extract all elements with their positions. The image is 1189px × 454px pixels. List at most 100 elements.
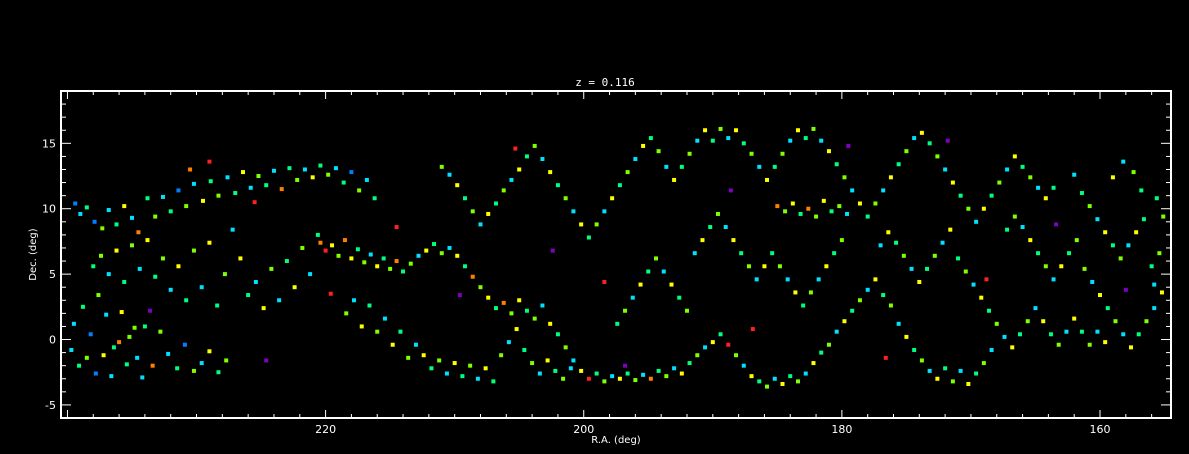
data-point	[770, 251, 775, 256]
data-point	[168, 287, 173, 292]
data-point	[100, 226, 105, 231]
data-point	[971, 282, 976, 287]
data-point	[1074, 238, 1079, 243]
data-point	[1012, 154, 1017, 159]
data-point	[1157, 251, 1162, 256]
data-point	[447, 245, 452, 250]
data-point	[958, 193, 963, 198]
data-point	[153, 274, 158, 279]
data-point	[586, 376, 591, 381]
data-point	[215, 303, 220, 308]
data-point	[413, 342, 418, 347]
data-point	[483, 366, 488, 371]
data-point	[888, 175, 893, 180]
data-point	[656, 368, 661, 373]
data-point	[362, 260, 367, 265]
data-point	[819, 350, 824, 355]
data-point	[703, 128, 708, 133]
data-point	[1136, 332, 1141, 337]
data-point	[318, 163, 323, 168]
data-point	[292, 285, 297, 290]
data-point	[741, 141, 746, 146]
data-point	[207, 240, 212, 245]
data-point	[669, 282, 674, 287]
data-point	[271, 168, 276, 173]
y-tick-label: 15	[42, 137, 56, 150]
data-point	[78, 211, 83, 216]
y-axis: -5 0 5 10 15	[42, 90, 1171, 419]
data-point	[749, 374, 754, 379]
data-point	[216, 193, 221, 198]
data-point	[540, 157, 545, 162]
data-point	[509, 177, 514, 182]
data-point	[111, 345, 116, 350]
data-point	[777, 264, 782, 269]
data-point	[191, 368, 196, 373]
data-point	[401, 269, 406, 274]
data-point	[444, 371, 449, 376]
data-point	[950, 379, 955, 384]
data-point	[726, 342, 731, 347]
data-point	[408, 261, 413, 266]
data-point	[746, 264, 751, 269]
data-point	[524, 154, 529, 159]
data-point	[1103, 230, 1108, 235]
data-point	[788, 374, 793, 379]
data-point	[555, 332, 560, 337]
data-point	[532, 316, 537, 321]
data-point	[160, 194, 165, 199]
data-point	[279, 187, 284, 192]
x-axis: 220 200 180 160	[66, 91, 1153, 436]
data-point	[1005, 227, 1010, 232]
data-point	[1072, 172, 1077, 177]
data-point	[468, 363, 473, 368]
data-point	[734, 128, 739, 133]
data-point	[1087, 204, 1092, 209]
data-point	[367, 303, 372, 308]
data-point	[785, 277, 790, 282]
data-point	[865, 287, 870, 292]
data-point	[625, 170, 630, 175]
data-point	[780, 381, 785, 386]
data-point	[77, 363, 82, 368]
data-point	[129, 243, 134, 248]
data-point	[966, 381, 971, 386]
data-point	[692, 251, 697, 256]
data-point	[679, 164, 684, 169]
data-point	[1028, 175, 1033, 180]
data-point	[73, 201, 78, 206]
data-point	[919, 358, 924, 363]
data-point	[1036, 185, 1041, 190]
data-point	[333, 166, 338, 171]
data-point	[452, 361, 457, 366]
data-point	[388, 266, 393, 271]
data-point	[594, 222, 599, 227]
data-point	[641, 143, 646, 148]
data-point	[672, 177, 677, 182]
data-point	[754, 277, 759, 282]
data-point	[783, 209, 788, 214]
data-point	[1123, 287, 1128, 292]
data-point	[775, 204, 780, 209]
data-point	[349, 170, 354, 175]
data-point	[269, 266, 274, 271]
data-point	[979, 295, 984, 300]
data-point	[326, 172, 331, 177]
data-point	[878, 243, 883, 248]
data-point	[506, 340, 511, 345]
data-point	[341, 180, 346, 185]
data-point	[684, 308, 689, 313]
data-point	[927, 141, 932, 146]
data-point	[238, 256, 243, 261]
data-point	[372, 196, 377, 201]
data-point	[349, 256, 354, 261]
data-point	[199, 285, 204, 290]
data-point	[168, 209, 173, 214]
data-point	[261, 306, 266, 311]
data-point	[216, 370, 221, 375]
data-point	[579, 368, 584, 373]
data-point	[233, 191, 238, 196]
data-point	[96, 293, 101, 298]
data-point	[687, 361, 692, 366]
data-point	[455, 183, 460, 188]
